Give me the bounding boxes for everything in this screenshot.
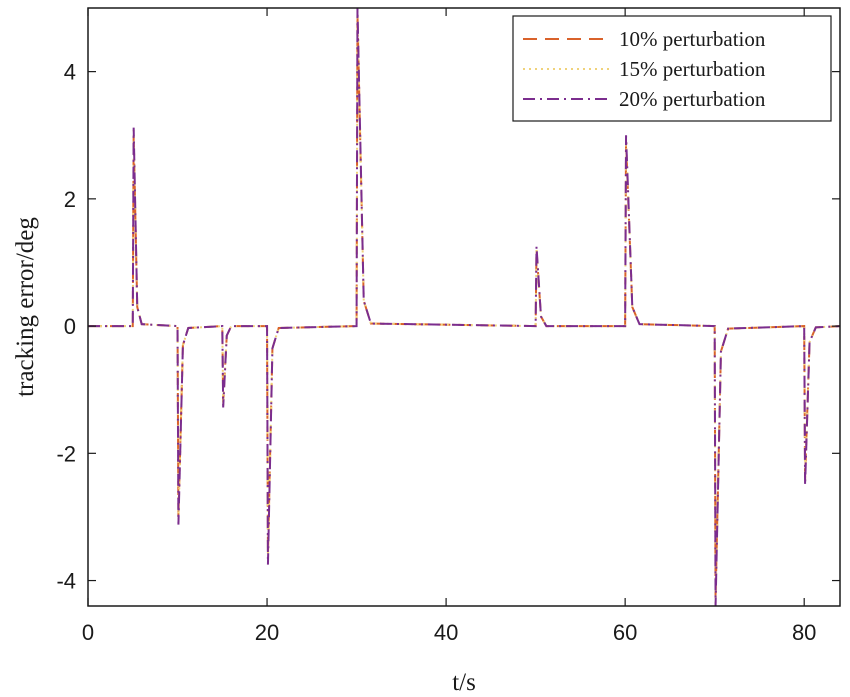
y-tick-label: 0 [64, 314, 76, 339]
x-tick-label: 80 [792, 620, 816, 645]
x-tick-label: 0 [82, 620, 94, 645]
series-line-3 [88, 8, 840, 606]
y-tick-label: 4 [64, 60, 76, 85]
plot-area [88, 8, 840, 606]
legend-entry-label: 15% perturbation [619, 57, 766, 81]
x-tick-label: 60 [613, 620, 637, 645]
y-tick-label: 2 [64, 187, 76, 212]
plot-frame [87, 7, 841, 607]
axes: 0 20 40 60 80 -4 -2 0 2 4 [56, 7, 841, 645]
legend-entry-label: 10% perturbation [619, 27, 766, 51]
legend-entry-label: 20% perturbation [619, 87, 766, 111]
y-tick-label: -2 [56, 441, 76, 466]
x-tick-label: 40 [434, 620, 458, 645]
x-axis-label: t/s [452, 669, 476, 696]
y-tick-label: -4 [56, 569, 76, 594]
x-tick-label: 20 [255, 620, 279, 645]
y-axis-label: tracking error/deg [12, 217, 39, 397]
legend: 10% perturbation 15% perturbation 20% pert… [512, 15, 832, 122]
